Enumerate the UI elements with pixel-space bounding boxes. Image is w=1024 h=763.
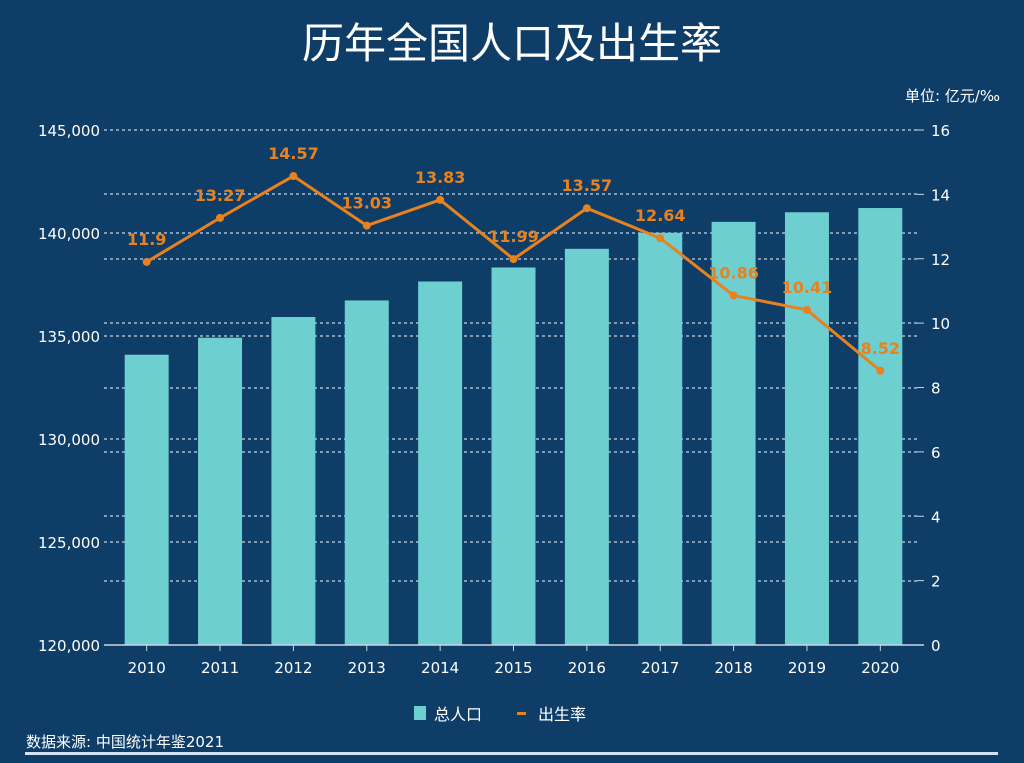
left-tick-label: 135,000	[38, 328, 100, 346]
right-tick-label: 12	[931, 251, 950, 269]
legend: 总人口 出生率	[414, 705, 586, 724]
birth-rate-point-2019	[802, 305, 811, 314]
left-tick-label: 140,000	[38, 225, 100, 243]
x-tick-label: 2015	[494, 659, 532, 677]
right-tick-label: 6	[931, 444, 941, 462]
birth-rate-label-2014: 13.83	[415, 168, 466, 187]
x-tick-label: 2016	[568, 659, 606, 677]
birth-rate-point-2016	[582, 204, 591, 213]
birth-rate-label-2015: 11.99	[488, 227, 539, 246]
birth-rate-label-2018: 10.86	[708, 263, 759, 282]
right-tick-label: 16	[931, 122, 950, 140]
source-note: 数据来源: 中国统计年鉴2021	[26, 733, 224, 751]
x-tick-label: 2018	[714, 659, 752, 677]
left-tick-label: 120,000	[38, 637, 100, 655]
left-tick-label: 125,000	[38, 534, 100, 552]
bar-2011	[198, 337, 243, 645]
birth-rate-label-2013: 13.03	[341, 194, 392, 213]
x-tick-label: 2013	[348, 659, 386, 677]
bar-2013	[344, 300, 389, 645]
right-tick-label: 8	[931, 380, 941, 398]
bar-2020	[858, 208, 903, 645]
left-tick-label: 130,000	[38, 431, 100, 449]
birth-rate-point-2010	[142, 257, 151, 266]
bottom-rule	[25, 752, 998, 755]
birth-rate-label-2020: 8.52	[861, 339, 900, 358]
legend-bar-swatch	[414, 706, 426, 720]
birth-rate-label-2019: 10.41	[782, 278, 833, 297]
birth-rate-point-2014	[436, 195, 445, 204]
birth-rate-point-2017	[656, 234, 665, 243]
birth-rate-line: 11.9 13.27 14.57 13.03 13.83 11.99 13.57 12.64 1…	[127, 144, 900, 375]
x-tick-label: 2017	[641, 659, 679, 677]
x-tick-label: 2011	[201, 659, 239, 677]
unit-label: 单位: 亿元/‰	[905, 87, 1000, 105]
bar-2017	[638, 232, 683, 645]
right-tick-label: 14	[931, 186, 950, 204]
left-tick-label: 145,000	[38, 122, 100, 140]
birth-rate-label-2012: 14.57	[268, 144, 319, 163]
bar-2012	[271, 317, 316, 645]
birth-rate-label-2011: 13.27	[195, 186, 246, 205]
chart-title: 历年全国人口及出生率	[302, 19, 722, 68]
right-tick-label: 2	[931, 573, 941, 591]
birth-rate-point-2020	[876, 366, 885, 375]
bar-2015	[491, 267, 536, 645]
bar-2018	[711, 221, 756, 645]
legend-line-swatch	[517, 712, 526, 715]
x-tick-label: 2014	[421, 659, 459, 677]
birth-rate-point-2011	[216, 213, 225, 222]
birth-rate-point-2012	[289, 172, 298, 181]
axes: 120,000 125,000 130,000 135,000 140,000 145,0…	[38, 122, 950, 677]
right-tick-label: 0	[931, 637, 941, 655]
bar-2016	[564, 248, 609, 645]
right-tick-label: 4	[931, 508, 941, 526]
bar-2010	[124, 354, 169, 645]
bar-2014	[418, 281, 463, 645]
bars	[124, 208, 903, 645]
birth-rate-label-2017: 12.64	[635, 206, 686, 225]
birth-rate-point-2013	[362, 221, 371, 230]
birth-rate-point-2015	[509, 255, 518, 264]
x-tick-label: 2010	[128, 659, 166, 677]
birth-rate-label-2010: 11.9	[127, 230, 166, 249]
x-tick-label: 2019	[788, 659, 826, 677]
x-tick-label: 2012	[274, 659, 312, 677]
x-tick-label: 2020	[861, 659, 899, 677]
birth-rate-point-2018	[729, 291, 738, 300]
birth-rate-label-2016: 13.57	[562, 176, 613, 195]
legend-population: 总人口	[434, 705, 482, 724]
right-tick-label: 10	[931, 315, 950, 333]
bar-2019	[784, 212, 829, 645]
legend-birth-rate: 出生率	[538, 705, 586, 724]
